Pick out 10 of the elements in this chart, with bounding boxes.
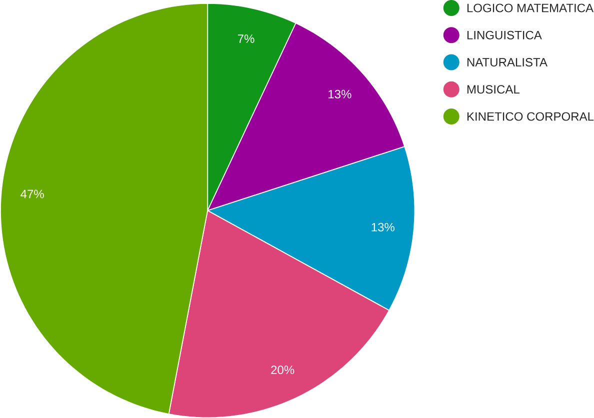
data-label: 47% <box>20 190 44 198</box>
data-label: 7% <box>238 34 254 43</box>
legend-label: LINGUISTICA <box>467 30 542 40</box>
data-label: 13% <box>372 222 394 232</box>
legend-label: KINETICO CORPORAL <box>467 112 594 121</box>
data-label: 13% <box>328 90 352 98</box>
legend-label: LOGICO MATEMATICA <box>467 4 594 12</box>
legend-label: NATURALISTA <box>467 58 548 66</box>
legend-label: MUSICAL <box>467 85 520 94</box>
data-label: 20% <box>271 366 294 374</box>
